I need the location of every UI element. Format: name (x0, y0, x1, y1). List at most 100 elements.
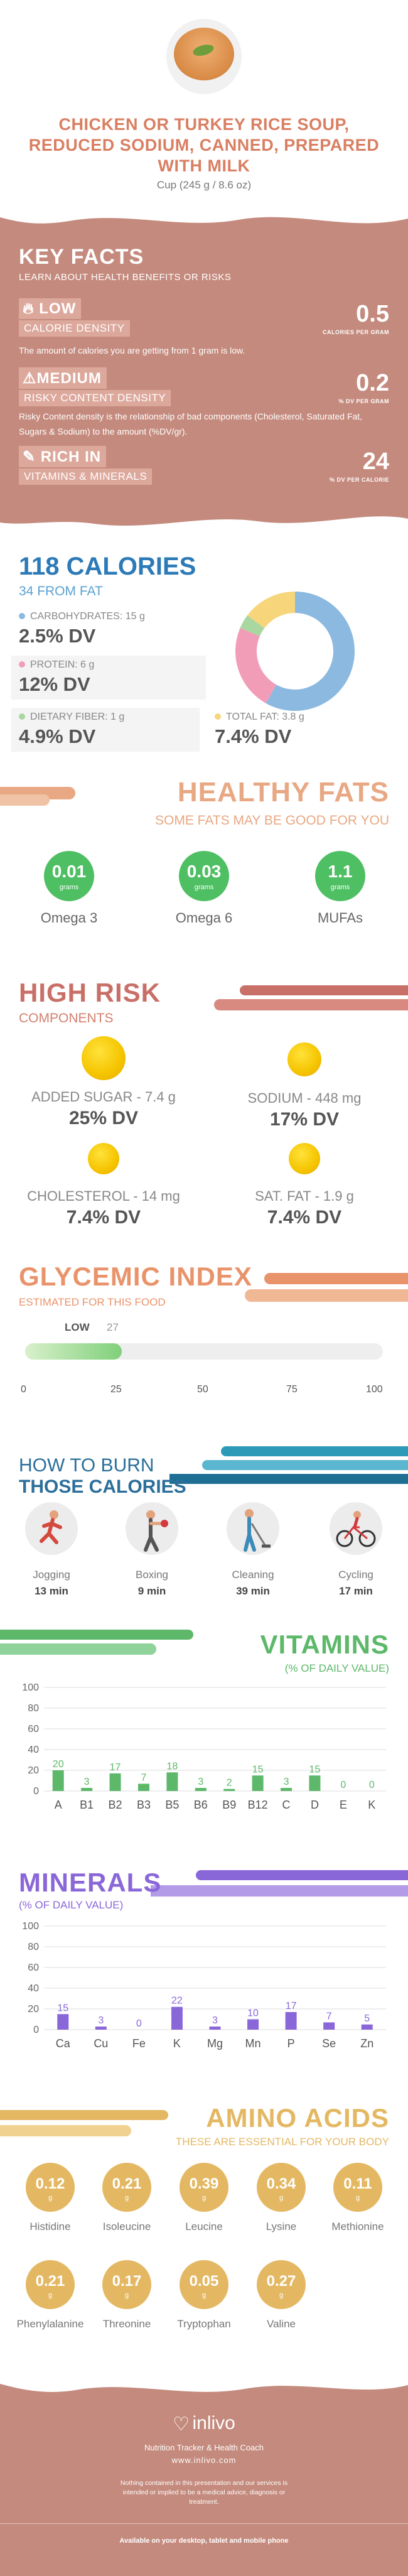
gi-tick: 25 (110, 1384, 122, 1395)
gi-tick: 50 (197, 1384, 208, 1395)
x-tick-label: Cu (94, 2037, 108, 2050)
x-tick-label: Fe (132, 2037, 146, 2050)
brand-logo[interactable]: ♡ inlivo (173, 2413, 235, 2435)
x-tick-label: P (287, 2037, 295, 2050)
amino-valine: 0.27 g Valine (240, 2260, 322, 2330)
risk-decoration (214, 985, 408, 1010)
kf-value: 0.5 CALORIES PER GRAM (322, 301, 389, 335)
vitamins-subtitle: (% OF DAILY VALUE) (284, 1662, 389, 1674)
bar-value-label: 3 (84, 1777, 90, 1787)
bar-value-label: 17 (110, 1762, 121, 1773)
bar-D (309, 1775, 321, 1791)
minerals-section: MINERALS (% OF DAILY VALUE) 0 20 40 60 80 100… (0, 1860, 408, 2097)
x-tick-label: B12 (248, 1799, 268, 1811)
y-tick-label: 40 (28, 1983, 39, 1994)
header: CHICKEN OR TURKEY RICE SOUP, REDUCED SOD… (0, 0, 408, 207)
y-tick-label: 80 (28, 1942, 39, 1952)
bar-B5 (166, 1772, 178, 1791)
kf-name: RISKY CONTENT DENSITY (19, 390, 171, 406)
footer: ♡ inlivo Nutrition Tracker & Health Coac… (0, 2375, 408, 2576)
legend-dot (215, 713, 221, 720)
fat-omega-6: 0.03 grams Omega 6 (154, 851, 254, 926)
bar-value-label: 3 (98, 2015, 104, 2026)
bar-B1 (81, 1788, 93, 1791)
glycemic-index-section: GLYCEMIC INDEX ESTIMATED FOR THIS FOOD L… (0, 1251, 408, 1430)
bar-B9 (223, 1789, 235, 1791)
key-facts-title: KEY FACTS (19, 245, 144, 269)
serving-size: Cup (245 g / 8.6 oz) (156, 179, 252, 191)
kf-name: CALORIE DENSITY (19, 320, 130, 337)
bar-A (52, 1770, 64, 1791)
kf-level-tag: ⚠︎MEDIUM (19, 367, 107, 389)
warning-icon: ⚠︎ (23, 370, 37, 387)
x-tick-label: B5 (165, 1799, 179, 1811)
jogging-icon (25, 1502, 78, 1555)
vitamins-title: VITAMINS (260, 1630, 389, 1659)
cleaning-icon (227, 1502, 279, 1555)
activity-jogging: Jogging 13 min (8, 1502, 95, 1598)
activity-cycling: Cycling 17 min (312, 1502, 400, 1598)
footer-available: Available on your desktop, tablet and mo… (119, 2537, 289, 2545)
donut-slice-total-fat (247, 592, 296, 629)
kf-description: Risky Content density is the relationshi… (19, 411, 363, 436)
x-tick-label: B9 (222, 1799, 236, 1811)
bar-K (171, 2006, 183, 2030)
x-tick-label: Ca (56, 2037, 71, 2050)
x-tick-label: K (368, 1799, 375, 1811)
y-tick-label: 20 (28, 1765, 39, 1776)
amino-leucine: 0.39 g Leucine (163, 2163, 245, 2233)
x-tick-label: Zn (360, 2037, 373, 2050)
bar-value-label: 2 (227, 1778, 232, 1789)
burn-title-bottom: THOSE CALORIES (19, 1476, 186, 1497)
wave-divider (0, 2375, 408, 2392)
x-tick-label: B1 (80, 1799, 94, 1811)
x-tick-label: B6 (194, 1799, 208, 1811)
bar-B2 (109, 1773, 121, 1791)
legend-dot (19, 613, 25, 619)
gi-tick: 0 (21, 1384, 26, 1395)
glycemic-level: LOW (65, 1321, 90, 1333)
bar-value-label: 10 (247, 2008, 259, 2019)
amino-phenylalanine: 0.21 g Phenylalanine (9, 2260, 91, 2330)
high-risk-section: HIGH RISK COMPONENTS ADDED SUGAR - 7.4 g… (0, 965, 408, 1251)
kf-name: VITAMINS & MINERALS (19, 468, 153, 485)
y-tick-label: 60 (28, 1724, 39, 1734)
calories-title: 118 CALORIES (19, 553, 196, 580)
high-risk-subtitle: COMPONENTS (19, 1011, 114, 1026)
glycemic-track (25, 1343, 383, 1360)
donut-slice-dietary-fiber (240, 615, 265, 637)
bar-Se (323, 2022, 335, 2030)
bar-value-label: 15 (57, 2003, 68, 2013)
bar-P (285, 2011, 297, 2030)
smiley-icon (82, 1036, 126, 1080)
x-tick-label: Mn (245, 2037, 261, 2050)
glycemic-title: GLYCEMIC INDEX (19, 1262, 252, 1291)
x-tick-label: D (311, 1799, 319, 1811)
nutrient-protein: PROTEIN: 6 g 12% DV (11, 656, 206, 700)
footer-tagline: Nutrition Tracker & Health Coach (144, 2443, 264, 2452)
bar-Ca (57, 2014, 69, 2030)
bar-B6 (195, 1788, 207, 1791)
healthy-fats-title: HEALTHY FATS (177, 777, 389, 808)
bar-Cu (95, 2027, 107, 2030)
key-fact-risky-content: ⚠︎MEDIUM RISKY CONTENT DENSITY Risky Con… (19, 367, 389, 439)
legend-dot (19, 713, 25, 720)
gi-tick: 100 (366, 1384, 383, 1395)
flame-icon: 🔥︎ (23, 300, 35, 317)
calories-section: 118 CALORIES 34 FROM FAT CARBOHYDRATES: … (0, 535, 408, 758)
burn-title-top: HOW TO BURN (19, 1455, 154, 1476)
key-facts-subtitle: LEARN ABOUT HEALTH BENEFITS OR RISKS (19, 272, 232, 283)
donut-slice-protein (235, 627, 277, 703)
cycling-icon (330, 1502, 382, 1555)
donut-slice-carbohydrates (266, 592, 355, 711)
glycemic-subtitle: ESTIMATED FOR THIS FOOD (19, 1296, 166, 1308)
footer-url[interactable]: www.inlivo.com (171, 2455, 237, 2465)
leaf-icon: ✎ (23, 448, 36, 465)
glycemic-fill (25, 1343, 122, 1360)
amino-methionine: 0.11 g Methionine (317, 2163, 399, 2233)
x-tick-label: A (55, 1799, 62, 1811)
amino-tryptophan: 0.05 g Tryptophan (163, 2260, 245, 2330)
bar-value-label: 20 (53, 1759, 64, 1770)
risk-sodium: SODIUM - 448 mg 17% DV (213, 1042, 395, 1130)
bar-value-label: 0 (340, 1780, 346, 1790)
